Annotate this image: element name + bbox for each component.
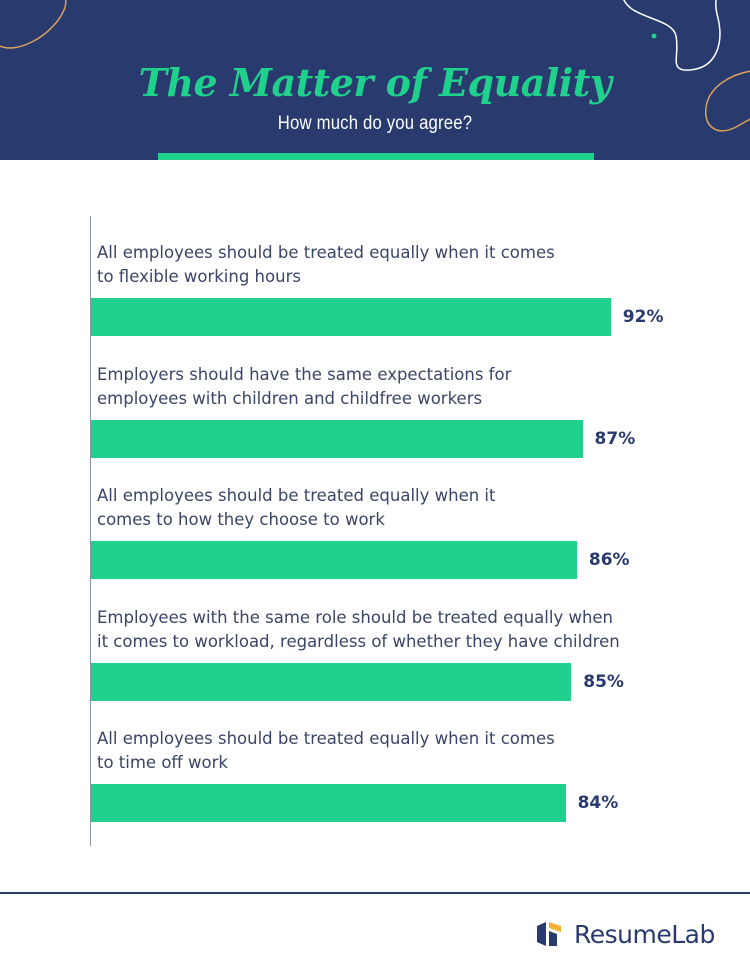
resumelab-logo-icon — [537, 922, 561, 946]
chart-axis-line — [90, 216, 91, 846]
resumelab-logo: ResumeLab — [533, 918, 715, 950]
bar-label: Employees with the same role should be t… — [97, 606, 657, 654]
logo-text: ResumeLab — [574, 919, 715, 949]
page-subtitle: How much do you agree? — [277, 113, 473, 134]
bar-label-line: All employees should be treated equally … — [97, 729, 555, 748]
bar-label-line: comes to how they choose to work — [97, 510, 385, 529]
bar-value-label: 87% — [594, 428, 636, 449]
orange-squiggle-right — [705, 70, 750, 132]
bar-value-label: 84% — [577, 793, 619, 813]
bar — [91, 419, 583, 458]
decorative-squiggles — [0, 0, 750, 132]
header-banner: The Matter of Equality How much do you a… — [0, 0, 750, 160]
white-squiggle-right — [623, 0, 721, 71]
bar — [91, 298, 611, 336]
bar — [91, 662, 572, 701]
bar-value-label: 86% — [588, 550, 630, 570]
bar-label: All employees should be treated equally … — [97, 241, 657, 289]
bar-label: All employees should be treated equally … — [97, 484, 657, 532]
bar-label-line: to time off work — [97, 753, 228, 772]
bar-value-label: 92% — [622, 307, 664, 327]
page-title: The Matter of Equality — [138, 60, 612, 105]
bar-label-line: employees with children and childfree wo… — [97, 388, 483, 408]
bar-label-line: it comes to workload, regardless of whet… — [97, 631, 620, 651]
bar-label-line: to flexible working hours — [97, 267, 301, 286]
bar-value-label: 85% — [583, 671, 624, 692]
footer-divider — [0, 892, 750, 894]
bar-label-line: All employees should be treated equally … — [97, 486, 496, 505]
bar-label-line: Employees with the same role should be t… — [97, 607, 614, 627]
bar-label: Employers should have the same expectati… — [97, 363, 657, 411]
bar-label: All employees should be treated equally … — [97, 727, 657, 775]
bar-label-line: Employers should have the same expectati… — [97, 364, 512, 384]
bar — [91, 784, 566, 822]
bar-label-line: All employees should be treated equally … — [97, 243, 555, 262]
bar — [91, 541, 577, 579]
green-dot — [651, 33, 657, 39]
orange-squiggle-left — [0, 0, 67, 49]
accent-bar — [158, 153, 594, 160]
